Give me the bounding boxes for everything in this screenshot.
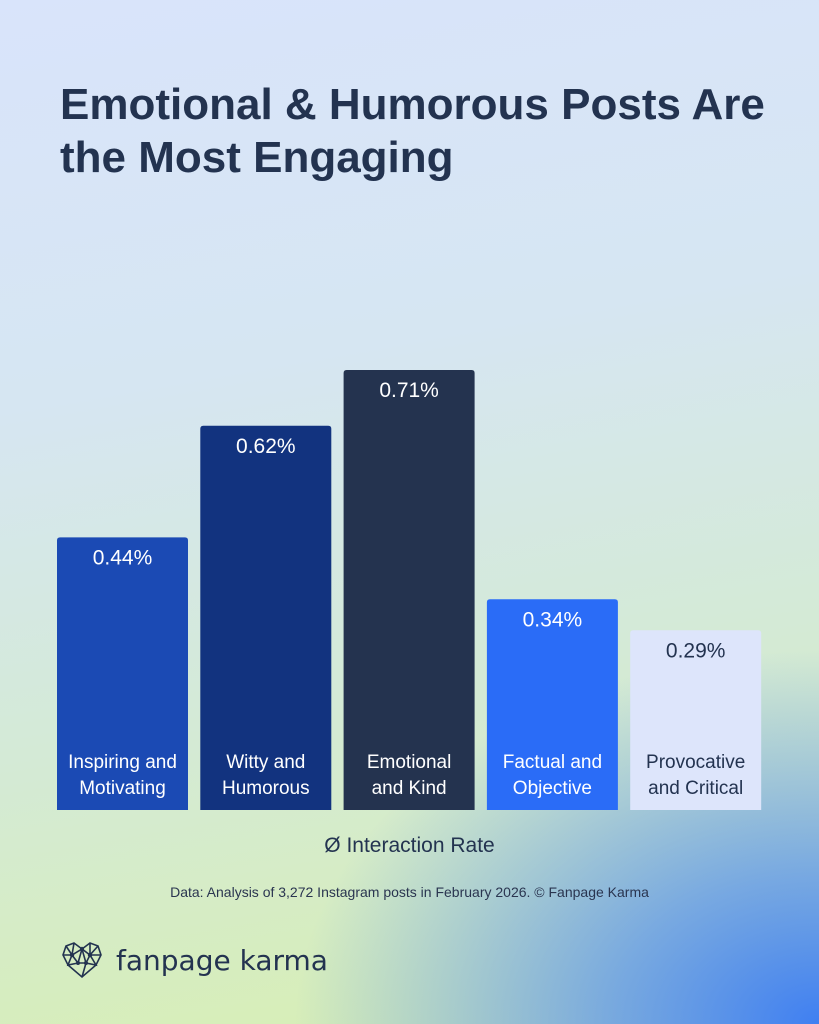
bar	[630, 630, 762, 810]
category-label: Provocative	[646, 752, 745, 773]
bar-chart: 0.44% Inspiring and Motivating 0.62% Witty a…	[57, 370, 762, 810]
category-label: Humorous	[222, 778, 310, 799]
x-axis-label: Ø Interaction Rate	[324, 834, 495, 857]
brand-name: fanpage karma	[116, 943, 328, 977]
value-label: 0.34%	[523, 608, 583, 631]
category-label: and Critical	[648, 778, 743, 799]
brand-logo: fanpage karma	[62, 941, 328, 979]
category-label: Motivating	[79, 778, 166, 799]
category-label: Inspiring and	[68, 752, 177, 773]
bar	[200, 425, 332, 810]
chart-title: Emotional & Humorous Posts Are the Most …	[60, 80, 765, 182]
category-label: Factual and	[503, 752, 602, 773]
category-label: and Kind	[372, 778, 447, 799]
value-label: 0.44%	[93, 546, 153, 569]
bar	[486, 599, 618, 810]
value-label: 0.71%	[379, 379, 439, 402]
category-label: Objective	[513, 778, 592, 799]
value-label: 0.29%	[666, 639, 726, 662]
category-label: Emotional	[367, 752, 452, 773]
heart-network-icon	[62, 942, 102, 979]
value-label: 0.62%	[236, 435, 296, 458]
source-note: Data: Analysis of 3,272 Instagram posts …	[170, 884, 649, 900]
bar	[343, 370, 475, 810]
bar	[57, 537, 188, 810]
category-label: Witty and	[226, 752, 305, 773]
